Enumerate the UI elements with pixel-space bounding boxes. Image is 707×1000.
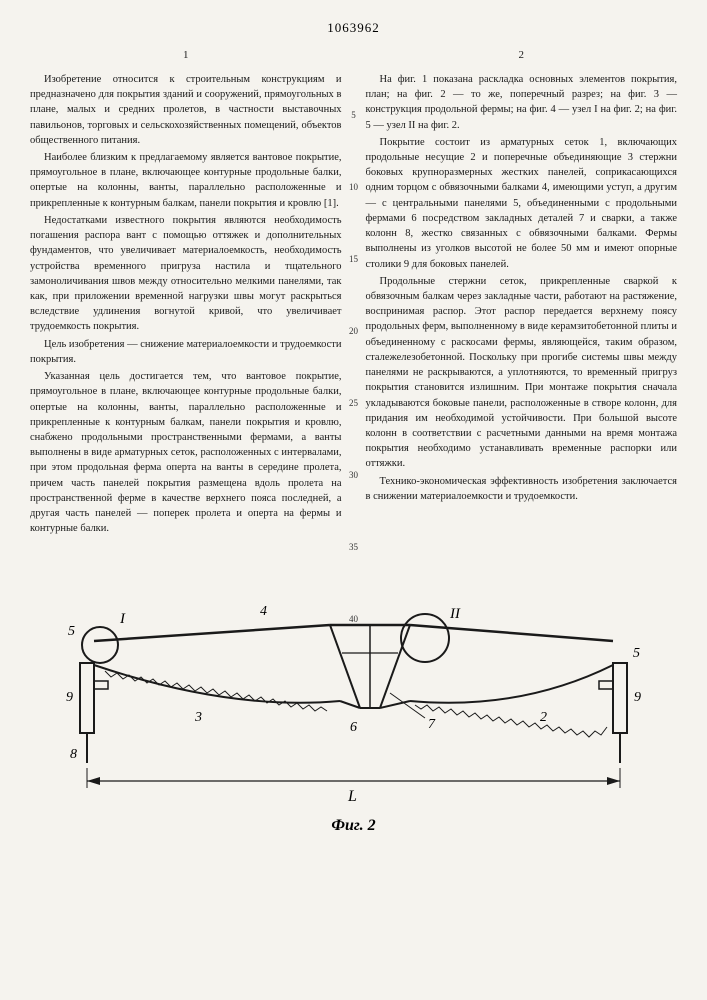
figure-2: I II 5 5 4 3 2 6 7 8 9 9 L Фиг. 2 — [30, 563, 677, 843]
paragraph: Наиболее близким к предлагаемому являетс… — [30, 150, 342, 211]
fig-label-I: I — [119, 611, 126, 627]
fig-label-4: 4 — [260, 604, 267, 619]
line-number: 35 — [349, 542, 358, 552]
fig-label-7: 7 — [428, 717, 436, 732]
document-number: 1063962 — [30, 20, 677, 36]
fig-label-9: 9 — [66, 690, 73, 705]
fig-label-9: 9 — [634, 690, 641, 705]
paragraph: Цель изобретения — снижение материалоемк… — [30, 337, 342, 367]
fig-label-L: L — [347, 788, 357, 805]
line-number: 25 — [349, 398, 358, 408]
fig-label-8: 8 — [70, 747, 77, 762]
line-number: 5 — [351, 110, 356, 120]
line-number: 20 — [349, 326, 358, 336]
figure-svg: I II 5 5 4 3 2 6 7 8 9 9 L — [30, 563, 677, 823]
fig-label-2: 2 — [540, 710, 547, 725]
fig-label-6: 6 — [350, 720, 357, 735]
right-column: 2 На фиг. 1 показана раскладка основных … — [366, 48, 678, 539]
left-column: 1 Изобретение относится к строительным к… — [30, 48, 342, 539]
line-number: 15 — [349, 254, 358, 264]
text-columns: 5 10 15 20 25 30 35 40 1 Изобретение отн… — [30, 48, 677, 539]
paragraph: Технико-экономическая эффективность изоб… — [366, 474, 678, 504]
fig-label-II: II — [449, 606, 461, 622]
fig-label-5: 5 — [68, 624, 75, 639]
line-number: 30 — [349, 470, 358, 480]
figure-caption: Фиг. 2 — [331, 817, 375, 835]
fig-label-3: 3 — [194, 710, 202, 725]
line-number: 10 — [349, 182, 358, 192]
paragraph: Указанная цель достигается тем, что вант… — [30, 369, 342, 536]
paragraph: Продольные стержни сеток, прикрепленные … — [366, 274, 678, 472]
column-number: 2 — [366, 48, 678, 64]
paragraph: На фиг. 1 показана раскладка основных эл… — [366, 72, 678, 133]
column-number: 1 — [30, 48, 342, 64]
fig-label-5: 5 — [633, 646, 640, 661]
paragraph: Изобретение относится к строительным кон… — [30, 72, 342, 148]
page: 1063962 5 10 15 20 25 30 35 40 1 Изобрет… — [0, 0, 707, 863]
paragraph: Недостатками известного покрытия являютс… — [30, 213, 342, 335]
paragraph: Покрытие состоит из арматурных сеток 1, … — [366, 135, 678, 272]
